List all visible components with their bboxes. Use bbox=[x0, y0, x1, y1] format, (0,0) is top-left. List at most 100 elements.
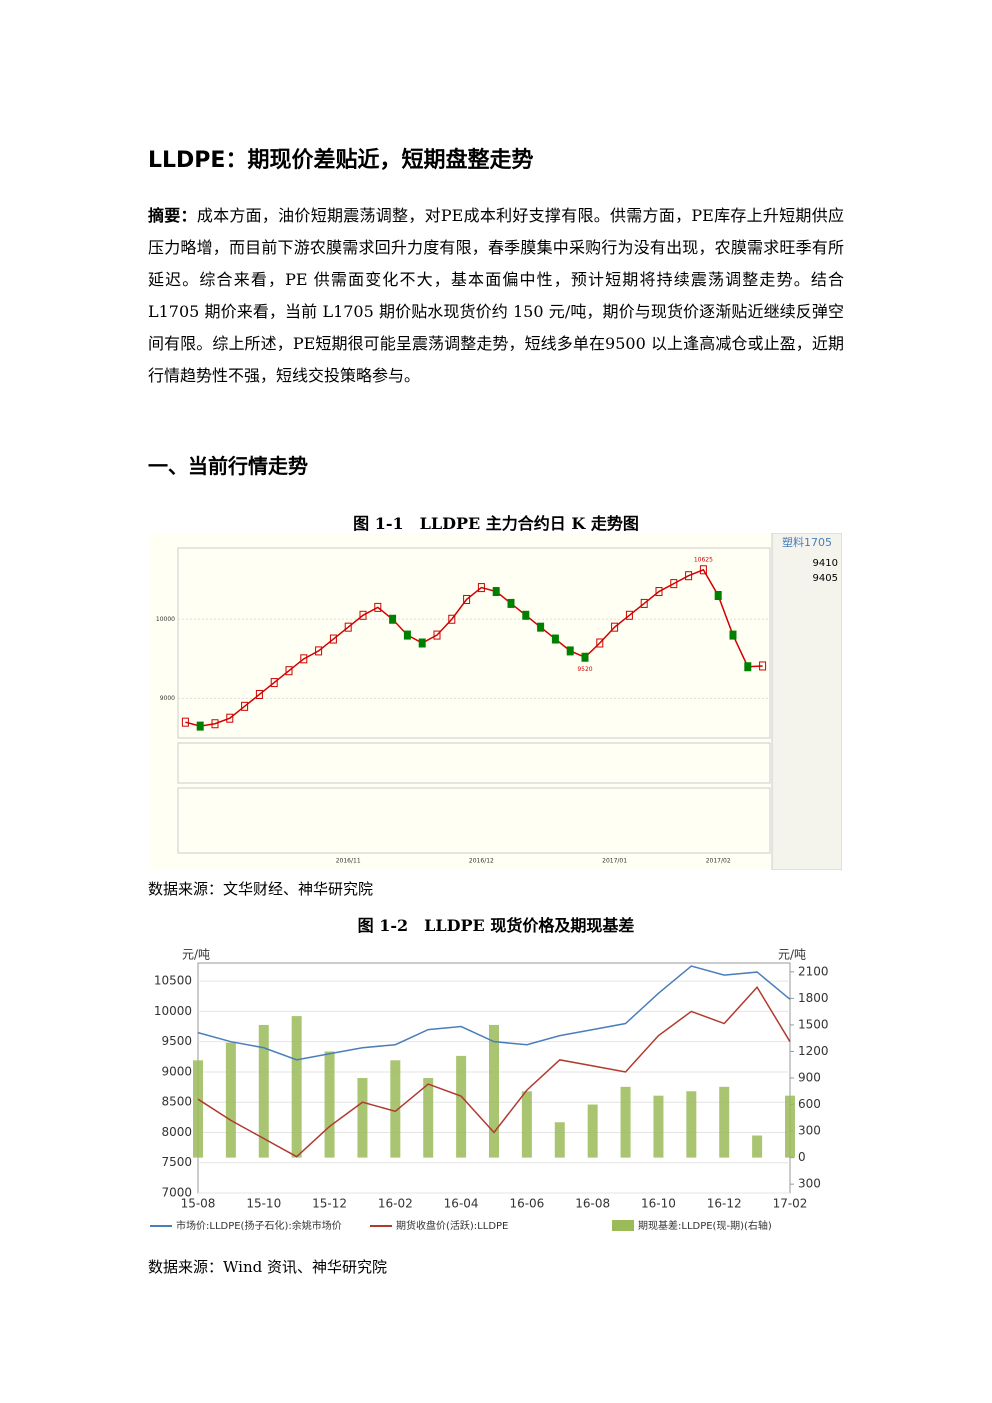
candle bbox=[581, 652, 589, 662]
candle bbox=[566, 646, 574, 656]
candle bbox=[759, 661, 767, 671]
candle bbox=[418, 638, 426, 648]
bar bbox=[489, 1024, 499, 1158]
bar bbox=[291, 1016, 302, 1158]
y-tick-label: 7000 bbox=[161, 1186, 192, 1200]
candle bbox=[596, 638, 604, 648]
y2-tick-label: 300 bbox=[798, 1177, 821, 1191]
candle bbox=[226, 713, 234, 723]
candle bbox=[344, 622, 352, 632]
x-tick-label: 2017/01 bbox=[602, 858, 627, 865]
candle bbox=[685, 571, 693, 581]
kdj-panel bbox=[177, 742, 771, 784]
candle bbox=[211, 719, 219, 729]
y2-tick-label: 300 bbox=[798, 1124, 821, 1138]
bar bbox=[587, 1104, 598, 1158]
x-tick-label: 2017/02 bbox=[706, 858, 731, 865]
legend-label: 市场价:LLDPE(扬子石化):余姚市场价 bbox=[176, 1219, 342, 1232]
y2-tick-label: 900 bbox=[798, 1071, 821, 1085]
bar bbox=[258, 1024, 269, 1158]
bar bbox=[357, 1078, 368, 1158]
spread-chart: 7000 7500 8000 8500 9000 9500 10000 10500 300 0 30… bbox=[150, 948, 829, 1232]
candle bbox=[625, 610, 633, 620]
x-tick-label: 2016/11 bbox=[336, 858, 361, 865]
source: 数据来源：Wind 资讯、神华研究院 bbox=[148, 1258, 387, 1276]
candle bbox=[492, 587, 500, 597]
source: 数据来源：文华财经、神华研究院 bbox=[148, 880, 374, 898]
last-price: 9410 bbox=[813, 558, 838, 569]
legend-label: 期现基差:LLDPE(现-期)(右轴) bbox=[638, 1219, 772, 1232]
x-tick-label: 16-08 bbox=[575, 1197, 610, 1211]
bar bbox=[653, 1095, 664, 1158]
x-tick-label: 16-12 bbox=[707, 1197, 742, 1211]
summary: 摘要：成本方面，油价短期震荡调整，对PE成本利好支撑有限。供需方面，PE库存上升… bbox=[148, 200, 844, 392]
candle bbox=[744, 662, 752, 672]
candle bbox=[699, 565, 707, 575]
candle bbox=[181, 717, 189, 727]
candle bbox=[255, 689, 263, 699]
y-tick-label: 9000 bbox=[160, 695, 175, 702]
candle bbox=[359, 610, 367, 620]
figure-caption: 图 1-1 LLDPE 主力合约日 K 走势图 bbox=[353, 514, 639, 533]
line bbox=[197, 965, 791, 1061]
candle bbox=[300, 654, 308, 664]
bar bbox=[423, 1078, 434, 1158]
candle bbox=[551, 634, 559, 644]
candle bbox=[655, 587, 663, 597]
y-tick-label: 9500 bbox=[161, 1034, 192, 1048]
chart-bg bbox=[150, 533, 842, 870]
x-tick-label: 15-08 bbox=[181, 1197, 216, 1211]
candle bbox=[640, 598, 648, 608]
y2-tick-label: 2100 bbox=[798, 964, 829, 978]
candle bbox=[433, 630, 441, 640]
candle bbox=[522, 610, 530, 620]
main-panel bbox=[177, 547, 771, 739]
annotation: 10625 bbox=[694, 556, 713, 563]
candle bbox=[403, 630, 411, 640]
y-tick-label: 10000 bbox=[154, 1004, 192, 1018]
y-tick-label: 10000 bbox=[156, 616, 175, 623]
y2-label: 元/吨 bbox=[778, 948, 806, 962]
x-tick-label: 16-02 bbox=[378, 1197, 413, 1211]
candle bbox=[477, 583, 485, 593]
bar bbox=[390, 1060, 401, 1158]
candle bbox=[670, 579, 678, 589]
bar bbox=[686, 1091, 697, 1158]
candle bbox=[374, 602, 382, 612]
y2-tick-label: 600 bbox=[798, 1097, 821, 1111]
bar bbox=[752, 1135, 763, 1158]
y-tick-label: 8000 bbox=[161, 1125, 192, 1139]
candle bbox=[196, 721, 204, 731]
bar bbox=[225, 1042, 236, 1158]
bar bbox=[193, 1060, 203, 1158]
bar bbox=[456, 1055, 467, 1158]
candle bbox=[389, 614, 397, 624]
candle bbox=[714, 591, 722, 600]
summary-label: 摘要： bbox=[148, 206, 197, 225]
legend-label: 期货收盘价(活跃):LLDPE bbox=[396, 1219, 508, 1232]
candle bbox=[729, 630, 737, 640]
x-tick-label: 15-12 bbox=[312, 1197, 347, 1211]
y-tick-label: 8500 bbox=[161, 1095, 192, 1109]
bar bbox=[554, 1122, 565, 1158]
x-tick-label: 15-10 bbox=[246, 1197, 281, 1211]
bar bbox=[785, 1095, 795, 1158]
y-tick-label: 10500 bbox=[154, 974, 192, 988]
y2-tick-label: 1500 bbox=[798, 1017, 829, 1031]
bar bbox=[620, 1086, 631, 1158]
y-tick-label: 7500 bbox=[161, 1155, 192, 1169]
line bbox=[197, 985, 791, 1158]
candle bbox=[611, 622, 619, 632]
legend-swatch bbox=[612, 1220, 634, 1231]
summary-text: 成本方面，油价短期震荡调整，对PE成本利好支撑有限。供需方面，PE库存上升短期供… bbox=[148, 206, 844, 385]
x-tick-label: 2016/12 bbox=[469, 858, 494, 865]
annotation: 9520 bbox=[577, 666, 592, 673]
candle bbox=[537, 622, 545, 632]
y-label: 元/吨 bbox=[182, 948, 210, 962]
x-tick-label: 17-02 bbox=[773, 1197, 808, 1211]
x-tick-label: 16-10 bbox=[641, 1197, 676, 1211]
x-tick-label: 16-06 bbox=[509, 1197, 544, 1211]
candle bbox=[507, 598, 515, 608]
x-tick-label: 16-04 bbox=[444, 1197, 479, 1211]
